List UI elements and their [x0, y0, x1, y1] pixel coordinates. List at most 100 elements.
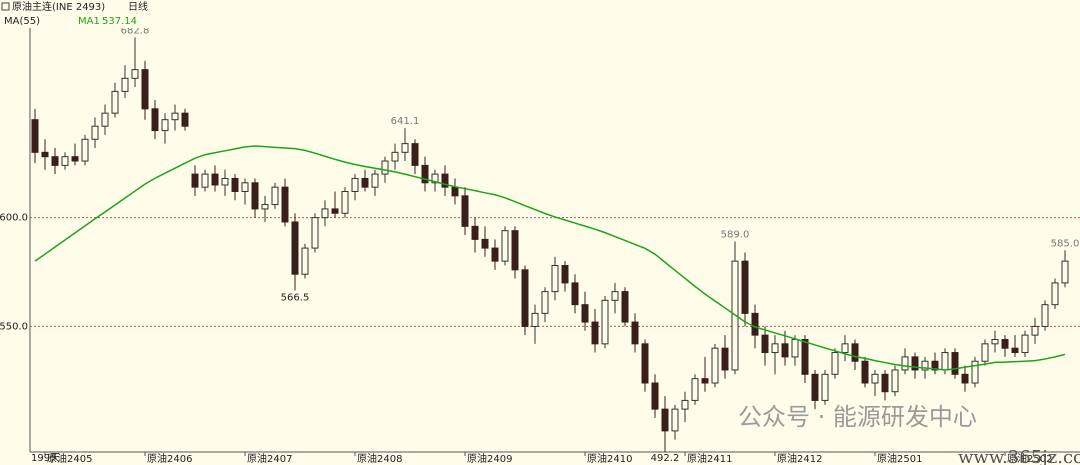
candle-body [651, 382, 659, 410]
candle-body [601, 299, 609, 345]
candle-body [711, 347, 719, 384]
y-tick-label: 600.0 [0, 213, 28, 224]
legend-name: MA1 [78, 16, 100, 27]
bar-count: 199天 [31, 453, 60, 464]
candle-body [891, 369, 899, 393]
annotation: 641.1 [391, 116, 420, 127]
candle-body [241, 182, 249, 193]
x-tick-label: 原油2407 [247, 452, 292, 465]
candle-body [771, 343, 779, 354]
candle-body [661, 408, 669, 432]
candle-body [151, 108, 159, 132]
candle-body [951, 352, 959, 375]
candle-body [131, 69, 139, 79]
candle-body [851, 343, 859, 362]
candle-body [581, 304, 589, 323]
x-tick-label: 原油2406 [147, 452, 192, 465]
x-tick-label: 原油2412 [777, 452, 822, 465]
x-tick-label: 原油2410 [587, 452, 632, 465]
candle-body [751, 312, 759, 336]
candle-body [691, 378, 699, 401]
candle-body [121, 77, 129, 92]
candle-body [341, 191, 349, 214]
candle-body [371, 173, 379, 188]
candle-body [161, 119, 169, 132]
candle-body [361, 177, 369, 188]
candle-body [1031, 325, 1039, 336]
candle-body [431, 173, 439, 184]
candle-body [721, 347, 729, 371]
period[interactable]: 日线 [128, 0, 148, 13]
candle-body [741, 260, 749, 314]
candle-body [561, 264, 569, 284]
candle-body [271, 186, 279, 206]
x-tick-label: 原油2408 [357, 452, 402, 465]
x-tick-label: 原油2501 [877, 452, 922, 465]
watermark-url: www.365jz.com [958, 447, 1080, 465]
candle-body [761, 334, 769, 354]
y-tick-label: 550.0 [0, 321, 28, 332]
candle-body [571, 282, 579, 306]
candle-body [881, 373, 889, 393]
candle-body [191, 173, 199, 188]
candle-body [781, 343, 789, 358]
candle-body [141, 69, 149, 110]
indicator[interactable]: MA(55) [4, 16, 40, 27]
candle-body [461, 195, 469, 227]
candle-body [671, 408, 679, 432]
candle-body [681, 399, 689, 410]
candle-body [991, 338, 999, 345]
candle-body [381, 160, 389, 175]
annotation: 566.5 [281, 293, 310, 304]
candle-body [221, 177, 229, 186]
x-tick-label: 原油2411 [687, 452, 732, 465]
candle-body [931, 360, 939, 371]
candle-body [531, 312, 539, 327]
x-tick-label: 原油2405 [47, 452, 92, 465]
candle-body [31, 119, 39, 153]
candle-body [701, 378, 709, 384]
annotation: 589.0 [721, 230, 750, 241]
candle-body [501, 230, 509, 262]
candle-body [1021, 334, 1029, 354]
candle-body [321, 208, 329, 219]
candle-body [421, 164, 429, 184]
candle-body [391, 151, 399, 162]
header-icon[interactable] [1, 2, 10, 11]
candle-body [861, 360, 869, 384]
candle-body [441, 173, 449, 188]
candle-body [111, 90, 119, 114]
candle-body [91, 125, 99, 140]
candle-body [281, 186, 289, 223]
candle-body [921, 360, 929, 371]
ma-line [34, 145, 1066, 371]
candle-body [51, 156, 59, 166]
candle-body [261, 204, 269, 210]
candle-body [791, 338, 799, 358]
legend-value: 537.14 [102, 16, 137, 27]
candle-body [611, 291, 619, 301]
candle-body [901, 356, 909, 371]
x-tick-label: 原油2409 [467, 452, 512, 465]
annotation: 585.0 [1051, 238, 1080, 249]
candle-body [291, 221, 299, 275]
candle-body [231, 177, 239, 193]
candle-body [1061, 260, 1069, 284]
annotation: 492.2 [651, 453, 680, 464]
candle-body [451, 186, 459, 197]
candle-body [1011, 347, 1019, 354]
candle-body [621, 291, 629, 323]
candle-body [911, 356, 919, 371]
watermark: 公众号 · 能源研发中心 [738, 403, 977, 431]
candle-body [81, 138, 89, 162]
candle-body [181, 112, 189, 127]
candle-body [411, 143, 419, 166]
candle-body [71, 156, 79, 162]
candle-body [251, 182, 259, 210]
candle-body [821, 373, 829, 401]
candle-body [471, 225, 479, 240]
candle-body [311, 217, 319, 249]
candle-body [511, 230, 519, 271]
x-tick-label: 原油2502 [1007, 452, 1052, 465]
